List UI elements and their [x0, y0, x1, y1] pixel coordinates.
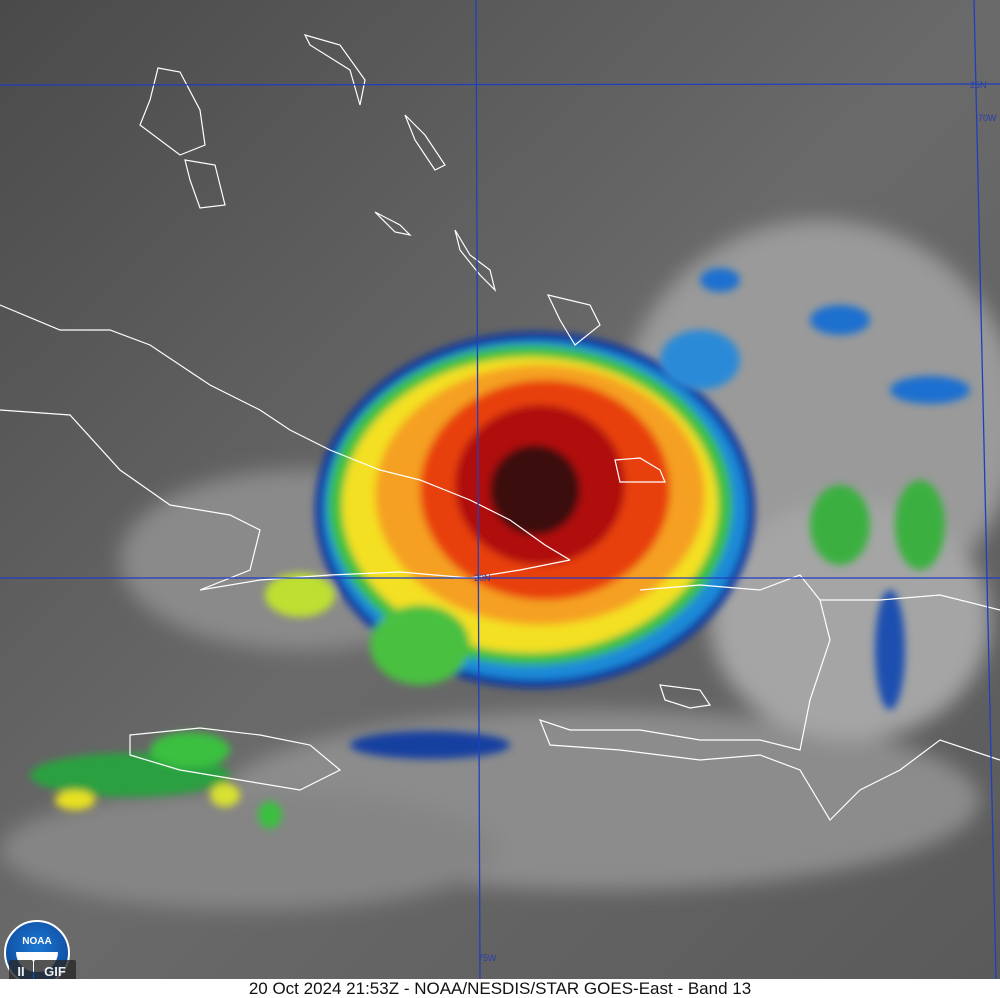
- grid-label-75w: 75W: [478, 953, 497, 963]
- hurricane: [265, 332, 755, 759]
- logo-text: NOAA: [22, 936, 52, 947]
- scattered-convection: [30, 268, 970, 829]
- coastlines: [0, 34, 1000, 821]
- grid-label-70w: 70W: [978, 113, 997, 123]
- grid-label-20n: 20N: [474, 573, 491, 583]
- grid-label-25n: 25N: [970, 80, 987, 90]
- image-caption: 20 Oct 2024 21:53Z - NOAA/NESDIS/STAR GO…: [0, 979, 1000, 998]
